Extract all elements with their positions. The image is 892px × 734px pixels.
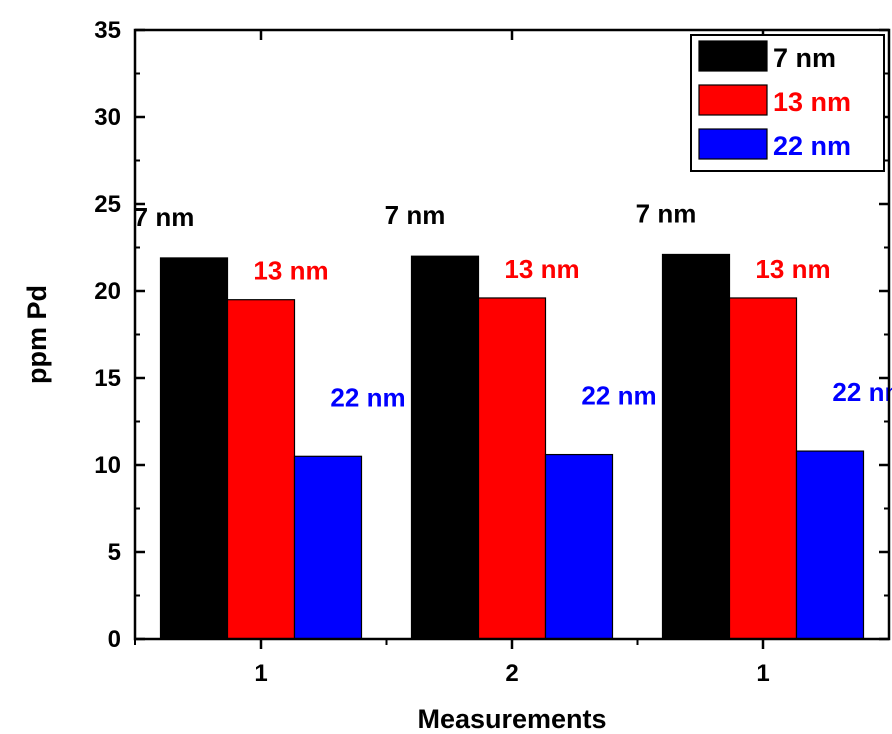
data-label: 22 nm bbox=[330, 382, 405, 412]
legend-label: 22 nm bbox=[773, 131, 851, 161]
data-label: 13 nm bbox=[253, 256, 328, 286]
bar-7nm-1 bbox=[410, 255, 480, 640]
legend-swatch bbox=[698, 128, 768, 160]
y-tick-label: 25 bbox=[94, 191, 121, 218]
data-label: 7 nm bbox=[134, 202, 195, 232]
y-tick-label: 20 bbox=[94, 278, 121, 305]
x-axis: 1 2 1 bbox=[134, 30, 770, 687]
y-tick-label: 30 bbox=[94, 104, 121, 131]
bar-22nm-0 bbox=[293, 455, 363, 640]
legend-swatch bbox=[698, 40, 768, 72]
legend-label: 13 nm bbox=[773, 87, 851, 117]
data-label: 22 nm bbox=[581, 381, 656, 411]
data-label: 7 nm bbox=[636, 198, 697, 228]
y-tick-label: 0 bbox=[108, 626, 121, 653]
x-tick-label: 2 bbox=[505, 660, 518, 687]
data-label: 22 nm bbox=[832, 377, 892, 407]
x-tick-label: 1 bbox=[254, 660, 267, 687]
bar-13nm-0 bbox=[226, 299, 296, 640]
data-label: 13 nm bbox=[755, 254, 830, 284]
bar-7nm-0 bbox=[159, 257, 229, 640]
x-tick-label: 1 bbox=[756, 660, 769, 687]
legend-label: 7 nm bbox=[773, 43, 836, 73]
data-label: 7 nm bbox=[385, 200, 446, 230]
legend-swatch bbox=[698, 84, 768, 116]
bars-layer bbox=[159, 253, 865, 640]
y-axis-title: ppm Pd bbox=[22, 285, 52, 384]
data-label: 13 nm bbox=[504, 254, 579, 284]
bar-13nm-1 bbox=[477, 297, 547, 640]
data-labels-layer: 7 nm 7 nm 7 nm 13 nm 13 nm 13 nm 22 nm 22 nm 22 … bbox=[134, 198, 892, 412]
y-tick-label: 10 bbox=[94, 452, 121, 479]
y-tick-label: 35 bbox=[94, 17, 121, 44]
y-tick-label: 5 bbox=[108, 539, 121, 566]
bar-22nm-1 bbox=[544, 453, 614, 640]
legend: 7 nm 13 nm 22 nm bbox=[690, 34, 885, 172]
y-tick-label: 15 bbox=[94, 365, 121, 392]
x-axis-title: Measurements bbox=[417, 704, 606, 734]
bar-22nm-2 bbox=[795, 450, 865, 640]
bar-13nm-2 bbox=[728, 297, 798, 640]
bar-7nm-2 bbox=[661, 253, 731, 640]
